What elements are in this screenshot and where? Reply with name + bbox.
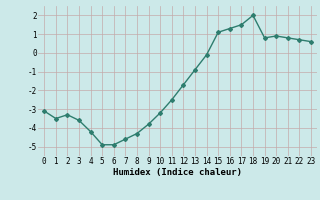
X-axis label: Humidex (Indice chaleur): Humidex (Indice chaleur) <box>113 168 242 177</box>
